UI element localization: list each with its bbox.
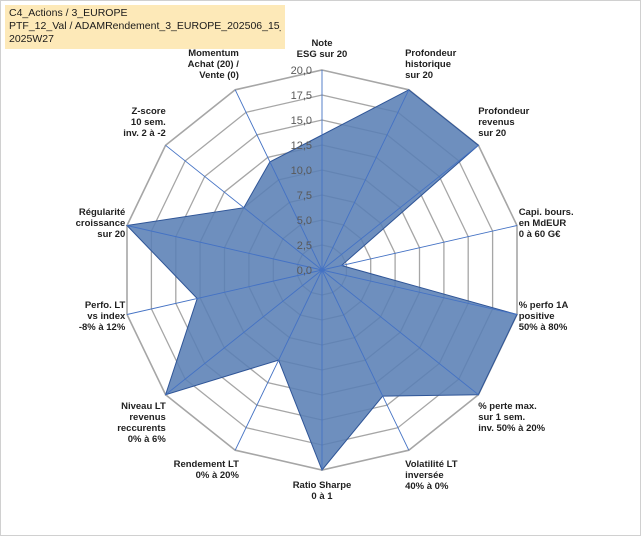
radial-tick-label: 10,0 bbox=[291, 165, 312, 177]
axis-spoke bbox=[321, 89, 410, 271]
axis-label-line: reccurents bbox=[117, 423, 166, 434]
axis-label-line: sur 1 sem. bbox=[478, 412, 525, 423]
axis-label-line: Perfo. LT bbox=[85, 300, 126, 311]
axis-spoke bbox=[126, 269, 323, 315]
radial-tick-label: 17,5 bbox=[291, 90, 312, 102]
axis-label-line: croissance bbox=[76, 218, 126, 229]
header-line-1: C4_Actions / 3_EUROPE bbox=[9, 7, 128, 19]
axis-label-line: 10 sem. bbox=[131, 117, 166, 128]
axis-label-line: vs index bbox=[87, 311, 126, 322]
axis-label: Momentum Achat (20) / Vente (0) bbox=[188, 48, 240, 81]
axis-label-line: Volatilité LT bbox=[405, 459, 458, 470]
radial-tick-label: 15,0 bbox=[291, 115, 312, 127]
chart-header: C4_Actions / 3_EUROPE PTF_12_Val / ADAMR… bbox=[5, 5, 285, 49]
axis-label: Capi. bours. en MdEUR 0 à 60 G€ bbox=[519, 207, 574, 240]
axis-label-line: Rendement LT bbox=[174, 459, 239, 470]
axis-label-line: Profondeur bbox=[478, 106, 529, 117]
axis-label-line: Momentum bbox=[188, 48, 239, 59]
axis-spoke bbox=[321, 144, 479, 271]
axis-spoke bbox=[234, 269, 323, 451]
axis-label-line: Capi. bours. bbox=[519, 207, 574, 218]
axis-label-line: sur 20 bbox=[405, 70, 433, 81]
axis-label-line: Niveau LT bbox=[121, 401, 166, 412]
axis-label: % perte max. sur 1 sem. inv. 50% à 20% bbox=[478, 401, 545, 434]
axis-label-line: ESG sur 20 bbox=[297, 49, 348, 60]
axis-label-line: 0 à 60 G€ bbox=[519, 229, 561, 240]
axis-label-line: revenus bbox=[478, 117, 514, 128]
axis-label-line: sur 20 bbox=[478, 128, 506, 139]
axis-spoke bbox=[165, 269, 323, 396]
radial-tick-label: 12,5 bbox=[291, 140, 312, 152]
axis-spoke bbox=[234, 89, 323, 271]
axis-label: Perfo. LT vs index -8% à 12% bbox=[79, 300, 126, 333]
axis-label-line: historique bbox=[405, 59, 451, 70]
axis-label-line: Ratio Sharpe bbox=[293, 480, 352, 491]
axis-label: Note ESG sur 20 bbox=[297, 38, 348, 60]
axis-label-line: inv. 2 à -2 bbox=[123, 128, 166, 139]
axis-label: Régularité croissance sur 20 bbox=[76, 207, 126, 240]
axis-label: % perfo 1A positive 50% à 80% bbox=[519, 300, 569, 333]
radial-tick-label: 7,5 bbox=[297, 190, 312, 202]
radial-tick-label: 5,0 bbox=[297, 215, 312, 227]
header-line-2: PTF_12_Val / ADAMRendement_3_EUROPE_2025… bbox=[9, 20, 281, 32]
axis-label: Ratio Sharpe 0 à 1 bbox=[293, 480, 352, 502]
axis-label-line: 40% à 0% bbox=[405, 481, 449, 492]
axis-label-line: Achat (20) / bbox=[188, 59, 240, 70]
radial-tick-label: 2,5 bbox=[297, 240, 312, 252]
axis-label-line: revenus bbox=[129, 412, 165, 423]
axis-label: Z-score 10 sem. inv. 2 à -2 bbox=[123, 106, 166, 139]
axis-label: Rendement LT 0% à 20% bbox=[174, 459, 240, 481]
axis-spoke bbox=[321, 269, 479, 396]
axis-label-line: positive bbox=[519, 311, 555, 322]
axis-label-line: Z-score bbox=[131, 106, 165, 117]
axis-label-line: Vente (0) bbox=[199, 70, 239, 81]
axis-spoke bbox=[165, 144, 323, 271]
axis-label-line: Régularité bbox=[79, 207, 125, 218]
axis-label-line: Profondeur bbox=[405, 48, 456, 59]
radial-tick-label: 0,0 bbox=[297, 265, 312, 277]
axis-label: Profondeur revenus sur 20 bbox=[478, 106, 529, 139]
axis-label-line: Note bbox=[311, 38, 332, 49]
axis-label-line: en MdEUR bbox=[519, 218, 567, 229]
axis-spoke bbox=[321, 269, 410, 451]
axis-spoke bbox=[126, 225, 323, 271]
axis-label-line: inversée bbox=[405, 470, 444, 481]
radial-tick-label: 20,0 bbox=[291, 65, 312, 77]
axis-label-line: 0 à 1 bbox=[311, 491, 333, 502]
axis-label-line: % perte max. bbox=[478, 401, 537, 412]
axis-label-line: 0% à 6% bbox=[128, 434, 167, 445]
axis-spoke bbox=[321, 269, 518, 315]
axis-label: Profondeur historique sur 20 bbox=[405, 48, 456, 81]
axis-label: Volatilité LT inversée 40% à 0% bbox=[405, 459, 458, 492]
axis-label-line: 50% à 80% bbox=[519, 322, 568, 333]
axis-label: Niveau LT revenus reccurents 0% à 6% bbox=[117, 401, 166, 445]
axis-spoke bbox=[321, 225, 518, 271]
axis-label-line: sur 20 bbox=[97, 229, 125, 240]
header-line-3: 2025W27 bbox=[9, 33, 54, 45]
axis-label-line: % perfo 1A bbox=[519, 300, 569, 311]
axis-label-line: inv. 50% à 20% bbox=[478, 423, 545, 434]
axis-label-line: 0% à 20% bbox=[196, 470, 240, 481]
axis-label-line: -8% à 12% bbox=[79, 322, 126, 333]
